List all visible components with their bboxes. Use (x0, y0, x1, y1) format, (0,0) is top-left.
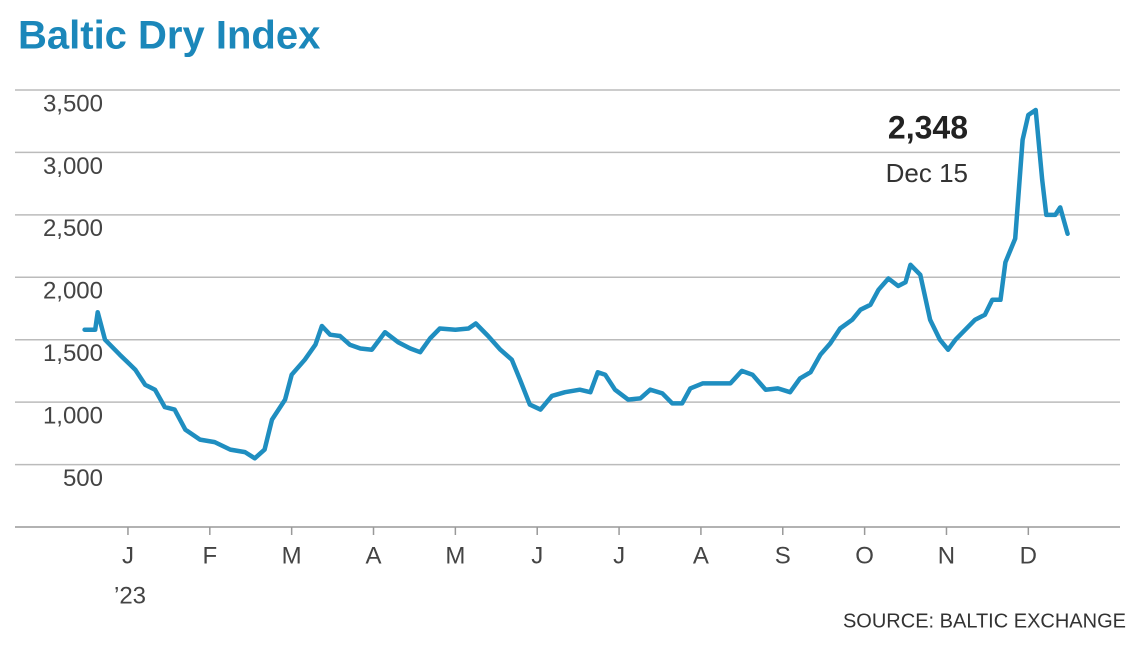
y-tick-label: 1,500 (43, 340, 103, 367)
annotation-value: 2,348 (888, 109, 968, 145)
source: SOURCE: BALTIC EXCHANGE (843, 610, 1126, 632)
x-tick-label: A (693, 542, 709, 569)
x-tick-label: D (1020, 542, 1037, 569)
y-tick-label: 3,000 (43, 153, 103, 180)
chart-title: Baltic Dry Index (18, 14, 320, 58)
y-tick-label: 500 (63, 465, 103, 492)
x-tick-label: J (531, 542, 543, 569)
x-tick-label: N (938, 542, 955, 569)
x-tick-label: J (613, 542, 625, 569)
y-tick-label: 2,000 (43, 278, 103, 305)
y-tick-label: 2,500 (43, 215, 103, 242)
x-tick-label: M (282, 542, 302, 569)
year-label: ’23 (114, 582, 146, 609)
x-tick-label: J (122, 542, 134, 569)
x-tick-label: M (445, 542, 465, 569)
x-tick-label: S (775, 542, 791, 569)
y-tick-label: 1,000 (43, 402, 103, 429)
y-tick-label: 3,500 (43, 90, 103, 117)
x-tick-label: O (855, 542, 874, 569)
x-tick-label: A (366, 542, 382, 569)
annotation-date: Dec 15 (886, 158, 968, 188)
x-tick-label: F (202, 542, 217, 569)
data-line (82, 107, 1070, 461)
